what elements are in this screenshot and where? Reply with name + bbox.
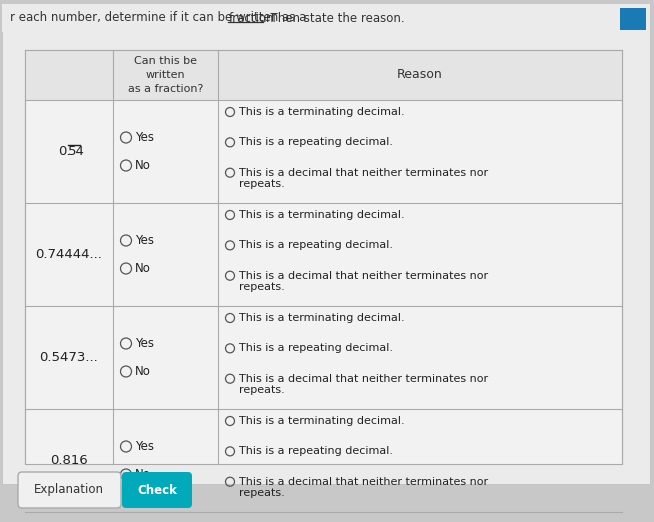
Text: Explanation: Explanation <box>34 483 104 496</box>
Text: This is a decimal that neither terminates nor: This is a decimal that neither terminate… <box>239 477 488 487</box>
Text: 0.74444...: 0.74444... <box>35 248 103 261</box>
Text: Reason: Reason <box>397 68 443 81</box>
Text: This is a terminating decimal.: This is a terminating decimal. <box>239 107 405 117</box>
Text: No: No <box>135 159 151 172</box>
Text: repeats.: repeats. <box>239 179 284 189</box>
Text: This is a repeating decimal.: This is a repeating decimal. <box>239 240 393 251</box>
Text: 0.816: 0.816 <box>50 454 88 467</box>
Text: Yes: Yes <box>135 131 154 144</box>
Text: repeats.: repeats. <box>239 282 284 292</box>
FancyBboxPatch shape <box>25 50 622 100</box>
Text: This is a terminating decimal.: This is a terminating decimal. <box>239 416 405 426</box>
Text: Yes: Yes <box>135 337 154 350</box>
Text: Check: Check <box>137 483 177 496</box>
FancyBboxPatch shape <box>2 4 650 32</box>
Text: This is a decimal that neither terminates nor: This is a decimal that neither terminate… <box>239 374 488 384</box>
Text: This is a terminating decimal.: This is a terminating decimal. <box>239 313 405 323</box>
Text: This is a repeating decimal.: This is a repeating decimal. <box>239 446 393 456</box>
Text: This is a decimal that neither terminates nor: This is a decimal that neither terminate… <box>239 168 488 177</box>
FancyBboxPatch shape <box>25 50 622 464</box>
Text: 0.: 0. <box>58 145 71 158</box>
FancyBboxPatch shape <box>2 4 650 484</box>
Text: repeats.: repeats. <box>239 385 284 395</box>
Text: This is a terminating decimal.: This is a terminating decimal. <box>239 210 405 220</box>
Text: Yes: Yes <box>135 440 154 453</box>
FancyBboxPatch shape <box>18 472 121 508</box>
Text: . Then state the reason.: . Then state the reason. <box>262 11 404 25</box>
Text: No: No <box>135 262 151 275</box>
Text: fraction: fraction <box>228 11 274 25</box>
Text: 54: 54 <box>69 145 85 158</box>
Text: Can this be
written
as a fraction?: Can this be written as a fraction? <box>128 56 203 94</box>
FancyBboxPatch shape <box>620 8 646 30</box>
Text: Yes: Yes <box>135 234 154 247</box>
Text: No: No <box>135 365 151 378</box>
Text: No: No <box>135 468 151 481</box>
Text: 0.5473...: 0.5473... <box>40 351 98 364</box>
Text: r each number, determine if it can be written as a: r each number, determine if it can be wr… <box>10 11 310 25</box>
FancyBboxPatch shape <box>122 472 192 508</box>
Text: This is a repeating decimal.: This is a repeating decimal. <box>239 137 393 147</box>
Text: This is a repeating decimal.: This is a repeating decimal. <box>239 343 393 353</box>
Text: This is a decimal that neither terminates nor: This is a decimal that neither terminate… <box>239 271 488 281</box>
Text: repeats.: repeats. <box>239 488 284 497</box>
